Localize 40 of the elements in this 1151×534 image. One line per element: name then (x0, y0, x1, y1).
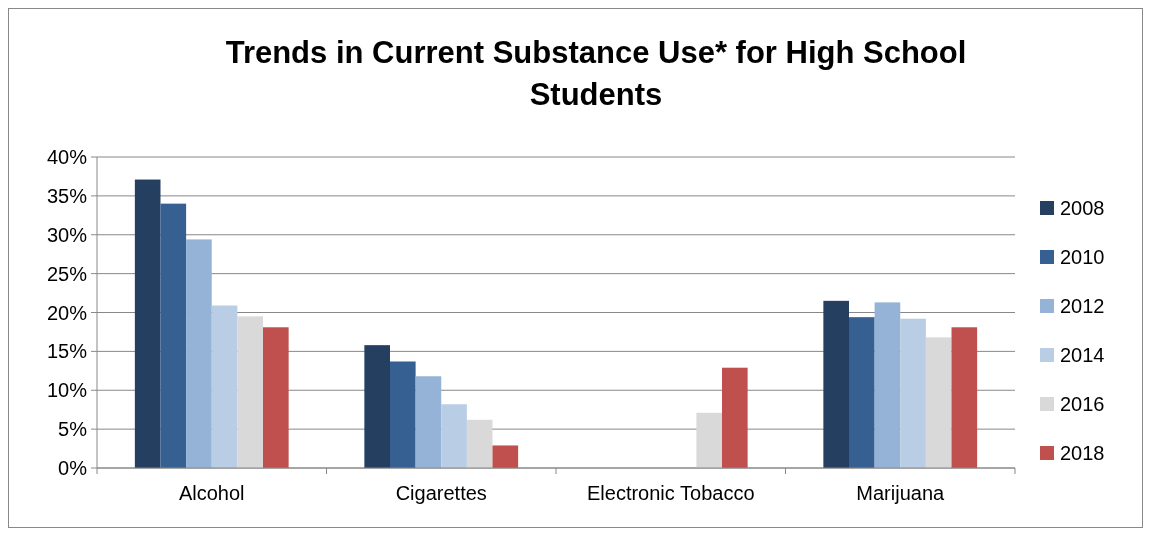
bar (415, 376, 442, 468)
chart-title: Trends in Current Substance Use* for High School Students (225, 35, 967, 112)
x-tick-label: Marijuana (856, 482, 946, 504)
legend-label: 2016 (1060, 393, 1105, 415)
bar (160, 203, 187, 468)
x-tick-label: Alcohol (178, 482, 245, 504)
bar (390, 361, 416, 468)
bar (211, 305, 238, 468)
bar (466, 419, 493, 468)
y-tick-label: 25% (46, 262, 88, 285)
bar (263, 327, 289, 468)
bar (441, 404, 467, 468)
bar (492, 445, 519, 468)
bar (874, 302, 901, 468)
y-tick-label: 0% (58, 457, 88, 479)
y-tick-label: 40% (46, 146, 88, 168)
x-tick-label: Electronic Tobacco (587, 482, 755, 504)
y-tick-label: 15% (46, 340, 88, 363)
bar (696, 412, 723, 468)
legend-label: 2018 (1060, 442, 1105, 464)
y-tick-label: 5% (58, 418, 88, 441)
bar (722, 367, 748, 468)
bar (925, 337, 952, 468)
y-tick-label: 30% (46, 223, 88, 246)
legend-label: 2008 (1060, 197, 1105, 219)
legend-label: 2010 (1060, 246, 1105, 268)
x-tick-label: Cigarettes (395, 482, 487, 504)
bar (951, 327, 978, 468)
bar (186, 239, 212, 468)
bar (364, 345, 390, 468)
legend-label: 2014 (1060, 344, 1105, 366)
y-tick-label: 35% (46, 184, 88, 207)
bar (237, 316, 264, 468)
bar (823, 300, 849, 468)
y-tick-label: 10% (46, 379, 88, 402)
legend-label: 2012 (1060, 295, 1105, 317)
bar (134, 179, 161, 468)
bar (849, 317, 875, 468)
y-tick-label: 20% (46, 301, 88, 324)
bar (900, 318, 926, 468)
